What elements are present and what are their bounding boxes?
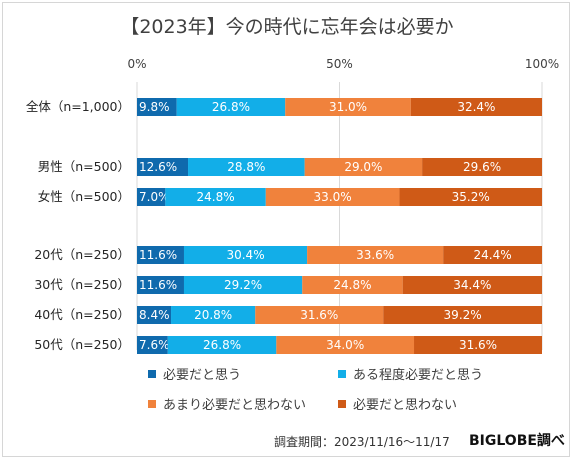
data-label: 35.2% [452, 190, 490, 204]
data-label: 24.4% [474, 248, 512, 262]
bar-segment [265, 188, 400, 206]
bar-segment [307, 246, 444, 264]
gridlines [136, 82, 543, 350]
bar-segment [137, 336, 168, 354]
x-tick-label: 100% [525, 57, 559, 71]
legend-item: 必要だと思う [148, 364, 241, 383]
data-label: 33.0% [314, 190, 352, 204]
data-label: 29.0% [344, 160, 382, 174]
data-label: 30.4% [226, 248, 264, 262]
survey-period-note: 調査期間：2023/11/16～11/17 [274, 435, 450, 449]
legend-label: ある程度必要だと思う [353, 368, 484, 383]
bars: 9.8% 26.8% 31.0% 32.4% 12.6% 28.8% 29.0% 29.6% 7… [137, 98, 542, 354]
legend-swatch [338, 399, 346, 408]
bar-segment [137, 246, 184, 264]
category-label: 50代（n=250） [34, 337, 130, 352]
legend-item: 必要だと思わない [338, 394, 457, 413]
legend-label: 必要だと思わない [353, 398, 458, 413]
bar-segment [188, 158, 305, 176]
bar-segment [183, 276, 303, 294]
legend-label: 必要だと思う [163, 368, 242, 383]
bar-segment [137, 188, 166, 206]
bar-segment [167, 336, 277, 354]
data-label: 11.6% [139, 248, 177, 262]
data-label: 32.4% [457, 100, 495, 114]
category-labels: 全体（n=1,000） 男性（n=500） 女性（n=500） 20代（n=250） 3… [26, 99, 130, 352]
data-label: 29.2% [224, 278, 262, 292]
bar-segment [285, 98, 411, 116]
data-label: 20.8% [194, 308, 232, 322]
x-axis-ticks: 0% 50% 100% [127, 57, 559, 71]
category-label: 40代（n=250） [34, 307, 130, 322]
chart-frame [2, 2, 570, 457]
data-label: 31.6% [459, 338, 497, 352]
bar-segment [176, 98, 286, 116]
bar-segment [383, 306, 542, 324]
data-label: 28.8% [227, 160, 265, 174]
data-label: 12.6% [139, 160, 177, 174]
data-label: 24.8% [333, 278, 371, 292]
bar-segment [302, 276, 403, 294]
bar-segment [171, 306, 256, 324]
legend-swatch [148, 399, 156, 408]
legend-swatch [338, 369, 346, 378]
bar-segment [276, 336, 415, 354]
data-label: 34.0% [326, 338, 364, 352]
x-tick-label: 0% [127, 57, 146, 71]
bar-segment [422, 158, 542, 176]
source-brand: BIGLOBE調べ [469, 433, 565, 449]
category-label: 20代（n=250） [34, 247, 130, 262]
bar-segment [304, 158, 423, 176]
data-label: 7.0% [139, 190, 170, 204]
category-label: 全体（n=1,000） [26, 99, 130, 114]
data-label: 26.8% [203, 338, 241, 352]
legend-item: ある程度必要だと思う [338, 364, 483, 383]
legend-item: あまり必要だと思わない [148, 394, 306, 413]
data-label: 24.8% [197, 190, 235, 204]
data-label: 33.6% [356, 248, 394, 262]
bar-segment [410, 98, 542, 116]
data-label: 31.0% [329, 100, 367, 114]
bar-segment [137, 276, 184, 294]
data-label: 29.6% [463, 160, 501, 174]
data-label: 34.4% [453, 278, 491, 292]
bar-segment [137, 306, 172, 324]
x-tick-label: 50% [326, 57, 353, 71]
bar-segment [255, 306, 384, 324]
category-label: 女性（n=500） [38, 189, 130, 204]
bar-segment [137, 158, 189, 176]
data-label: 9.8% [139, 100, 170, 114]
bar-segment [137, 98, 177, 116]
data-label: 39.2% [444, 308, 482, 322]
data-label: 8.4% [139, 308, 170, 322]
bar-segment [183, 246, 308, 264]
bar-segment [443, 246, 542, 264]
data-label: 11.6% [139, 278, 177, 292]
category-label: 男性（n=500） [38, 159, 130, 174]
data-label: 26.8% [212, 100, 250, 114]
chart-title: 【2023年】今の時代に忘年会は必要か [120, 16, 454, 38]
category-label: 30代（n=250） [34, 277, 130, 292]
bar-segment [399, 188, 542, 206]
data-label: 31.6% [300, 308, 338, 322]
bar-segment [165, 188, 266, 206]
legend-swatch [148, 369, 156, 378]
bar-segment [402, 276, 542, 294]
bar-segment [414, 336, 542, 354]
legend-label: あまり必要だと思わない [163, 398, 307, 413]
data-label: 7.6% [139, 338, 170, 352]
